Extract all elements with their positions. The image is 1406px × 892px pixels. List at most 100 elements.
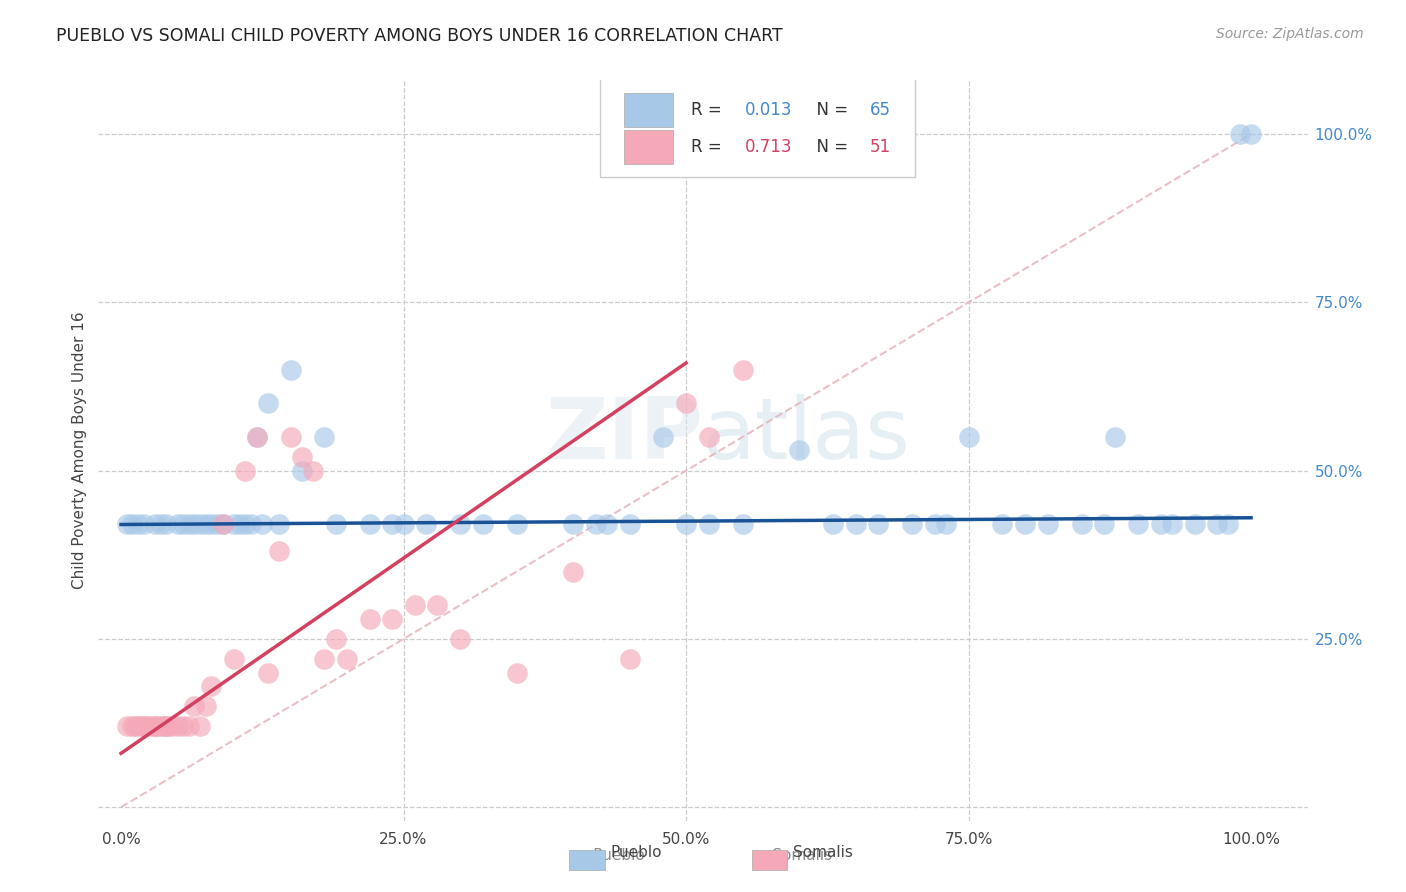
Point xyxy=(121,719,143,733)
Text: Pueblo: Pueblo xyxy=(610,845,662,860)
Point xyxy=(1014,517,1036,532)
Point xyxy=(381,517,404,532)
Point xyxy=(562,565,585,579)
Point xyxy=(697,517,720,532)
Point xyxy=(121,517,143,532)
Point xyxy=(449,632,471,646)
Point xyxy=(155,517,177,532)
Point xyxy=(675,396,697,410)
Point xyxy=(821,517,844,532)
Point xyxy=(166,719,188,733)
Point xyxy=(124,719,146,733)
Point xyxy=(211,517,233,532)
Point xyxy=(138,719,160,733)
Point xyxy=(233,464,256,478)
Point xyxy=(160,719,183,733)
Point xyxy=(392,517,415,532)
Point xyxy=(146,719,169,733)
Point xyxy=(415,517,437,532)
Point xyxy=(211,517,233,532)
Text: Somalis: Somalis xyxy=(793,845,853,860)
Point xyxy=(1161,517,1184,532)
Point xyxy=(731,517,754,532)
Point xyxy=(149,517,172,532)
Point xyxy=(314,652,336,666)
Text: ZIP: ZIP xyxy=(546,394,703,477)
Point xyxy=(868,517,890,532)
Text: 65: 65 xyxy=(870,101,891,119)
Point xyxy=(233,517,256,532)
Point xyxy=(222,652,245,666)
Point xyxy=(731,362,754,376)
FancyBboxPatch shape xyxy=(624,130,672,163)
Point xyxy=(291,464,314,478)
Y-axis label: Child Poverty Among Boys Under 16: Child Poverty Among Boys Under 16 xyxy=(72,311,87,590)
Point xyxy=(142,719,165,733)
Point xyxy=(127,719,149,733)
Point xyxy=(359,612,381,626)
Point xyxy=(302,464,325,478)
Point xyxy=(172,517,194,532)
Point xyxy=(336,652,359,666)
Point xyxy=(619,652,641,666)
Point xyxy=(269,544,291,558)
Point xyxy=(381,612,404,626)
Point xyxy=(131,719,153,733)
Point xyxy=(252,517,274,532)
Point xyxy=(562,517,585,532)
Point xyxy=(188,719,211,733)
Point xyxy=(257,396,280,410)
Point xyxy=(935,517,957,532)
Point xyxy=(1218,517,1240,532)
Point xyxy=(115,719,138,733)
Point xyxy=(325,517,347,532)
Point xyxy=(200,679,222,693)
Point xyxy=(1126,517,1149,532)
Point xyxy=(194,517,217,532)
Text: R =: R = xyxy=(690,101,727,119)
Point xyxy=(1070,517,1092,532)
Point xyxy=(359,517,381,532)
Point xyxy=(155,719,177,733)
Point xyxy=(845,517,868,532)
Point xyxy=(314,430,336,444)
Point xyxy=(166,517,188,532)
Point xyxy=(991,517,1014,532)
Point xyxy=(157,719,180,733)
Text: N =: N = xyxy=(806,138,853,156)
Point xyxy=(127,517,149,532)
Point xyxy=(177,517,200,532)
Point xyxy=(177,719,200,733)
Point xyxy=(280,362,302,376)
Point xyxy=(246,430,269,444)
Point xyxy=(675,517,697,532)
Point xyxy=(1092,517,1115,532)
Point xyxy=(471,517,494,532)
Point xyxy=(924,517,946,532)
Point xyxy=(135,719,157,733)
Point xyxy=(280,430,302,444)
Point xyxy=(787,443,810,458)
Point xyxy=(449,517,471,532)
Point xyxy=(153,719,176,733)
Point xyxy=(194,699,217,714)
Point xyxy=(505,517,527,532)
Point xyxy=(183,699,205,714)
Point xyxy=(115,517,138,532)
Point xyxy=(1206,517,1229,532)
Text: ▪ Somalis: ▪ Somalis xyxy=(756,848,832,863)
Text: R =: R = xyxy=(690,138,727,156)
Point xyxy=(1240,127,1263,141)
Point xyxy=(222,517,245,532)
Point xyxy=(228,517,250,532)
Point xyxy=(291,450,314,465)
Text: atlas: atlas xyxy=(703,394,911,477)
Text: N =: N = xyxy=(806,101,853,119)
Point xyxy=(205,517,228,532)
Point xyxy=(619,517,641,532)
Point xyxy=(957,430,980,444)
Text: PUEBLO VS SOMALI CHILD POVERTY AMONG BOYS UNDER 16 CORRELATION CHART: PUEBLO VS SOMALI CHILD POVERTY AMONG BOY… xyxy=(56,27,783,45)
Point xyxy=(240,517,263,532)
Point xyxy=(585,517,607,532)
Point xyxy=(1229,127,1251,141)
